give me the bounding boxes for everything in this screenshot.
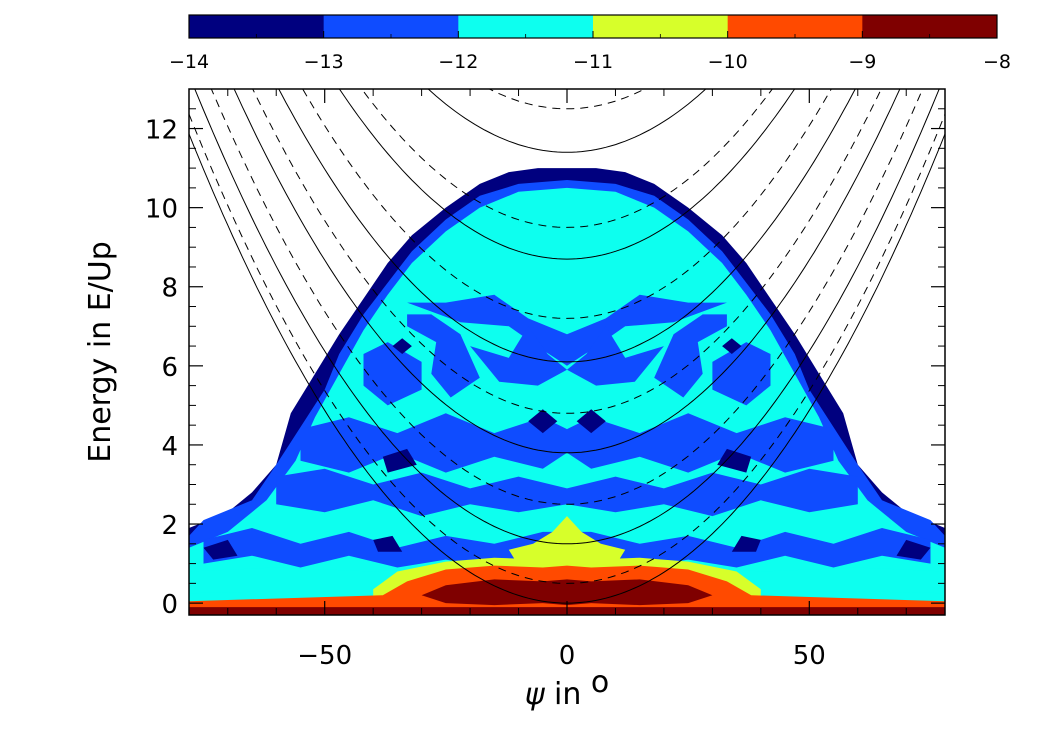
dashed-curve-2 bbox=[252, 89, 882, 414]
y-tick-label-1: 2 bbox=[161, 511, 178, 541]
heatmap-regions bbox=[189, 168, 945, 615]
heatmap-region-16 bbox=[382, 448, 417, 473]
x-axis-title-unit: o bbox=[591, 665, 609, 700]
x-axis-title-text: in bbox=[545, 677, 591, 712]
y-tick-label-3: 6 bbox=[161, 353, 178, 383]
colorbar-level-2 bbox=[458, 15, 594, 38]
heatmap-region-6 bbox=[363, 342, 422, 406]
solid-curve-1 bbox=[194, 89, 940, 545]
x-tick-label-0: −50 bbox=[297, 641, 352, 671]
heatmap-region-3 bbox=[407, 314, 480, 398]
heatmap-region-20 bbox=[203, 539, 238, 560]
heatmap-region-15 bbox=[576, 409, 606, 434]
y-tick-label-6: 12 bbox=[145, 116, 178, 146]
y-axis-ticks: 0 2 4 6 8 10 12 bbox=[145, 108, 945, 620]
y-tick-label-0: 0 bbox=[161, 590, 178, 620]
colorbar-ticks: −14 −13 −12 −11 −10 −9 −8 bbox=[169, 31, 1011, 73]
dashed-curve-1 bbox=[210, 89, 924, 505]
colorbar-level-0 bbox=[189, 15, 325, 38]
heatmap-region-19 bbox=[731, 535, 761, 552]
x-axis-title: ψ in o bbox=[525, 665, 610, 712]
plot-area: −50 0 50 0 2 4 6 8 10 12 bbox=[145, 88, 946, 671]
heatmap-region-7 bbox=[712, 342, 771, 406]
colorbar: −14 −13 −12 −11 −10 −9 −8 bbox=[169, 14, 1011, 73]
heatmap-region-21 bbox=[896, 539, 931, 560]
colorbar-level-3 bbox=[593, 15, 729, 38]
x-axis-ticks: −50 0 50 bbox=[227, 89, 907, 671]
colorbar-tick-label-4: −10 bbox=[708, 51, 748, 73]
x-tick-label-2: 50 bbox=[793, 641, 826, 671]
solid-curve-3 bbox=[278, 89, 856, 363]
solid-curve-5 bbox=[427, 89, 707, 153]
y-tick-label-2: 4 bbox=[161, 432, 178, 462]
x-tick-label-1: 0 bbox=[559, 641, 576, 671]
colorbar-tick-label-0: −14 bbox=[169, 51, 209, 73]
heatmap-region-17 bbox=[717, 448, 752, 473]
dashed-curve-0 bbox=[189, 114, 945, 584]
heatmap-region-13 bbox=[722, 338, 742, 354]
colorbar-tick-label-3: −11 bbox=[573, 51, 613, 73]
heatmap-region-12 bbox=[392, 338, 412, 354]
heatmap-region-2 bbox=[407, 294, 727, 366]
heatmap-region-9 bbox=[276, 468, 858, 517]
y-axis-title: Energy in E/Up bbox=[83, 241, 118, 463]
colorbar-tick-label-6: −8 bbox=[983, 51, 1011, 73]
solid-curve-2 bbox=[233, 89, 901, 454]
heatmap-region-1 bbox=[189, 187, 945, 615]
y-tick-label-4: 8 bbox=[161, 274, 178, 304]
colorbar-frame bbox=[188, 14, 998, 39]
colorbar-tick-label-5: −9 bbox=[848, 51, 876, 73]
solid-curve-4 bbox=[338, 89, 796, 260]
heatmap-region-14 bbox=[528, 409, 558, 434]
dashed-curve-4 bbox=[361, 89, 773, 228]
heatmap-region-5 bbox=[470, 326, 664, 386]
y-tick-label-5: 10 bbox=[145, 195, 178, 225]
dashed-curve-5 bbox=[488, 89, 646, 110]
colorbar-level-1 bbox=[323, 15, 459, 38]
colorbar-tick-label-2: −12 bbox=[438, 51, 478, 73]
x-axis-title-symbol: ψ bbox=[525, 677, 546, 712]
heatmap-region-8 bbox=[300, 413, 834, 473]
colorbar-tick-label-1: −13 bbox=[304, 51, 344, 73]
colorbar-level-5 bbox=[862, 15, 998, 38]
colorbar-level-4 bbox=[727, 15, 863, 38]
colorbar-swatches bbox=[189, 15, 998, 38]
dashed-curve-3 bbox=[302, 89, 832, 319]
heatmap-region-18 bbox=[373, 535, 403, 552]
